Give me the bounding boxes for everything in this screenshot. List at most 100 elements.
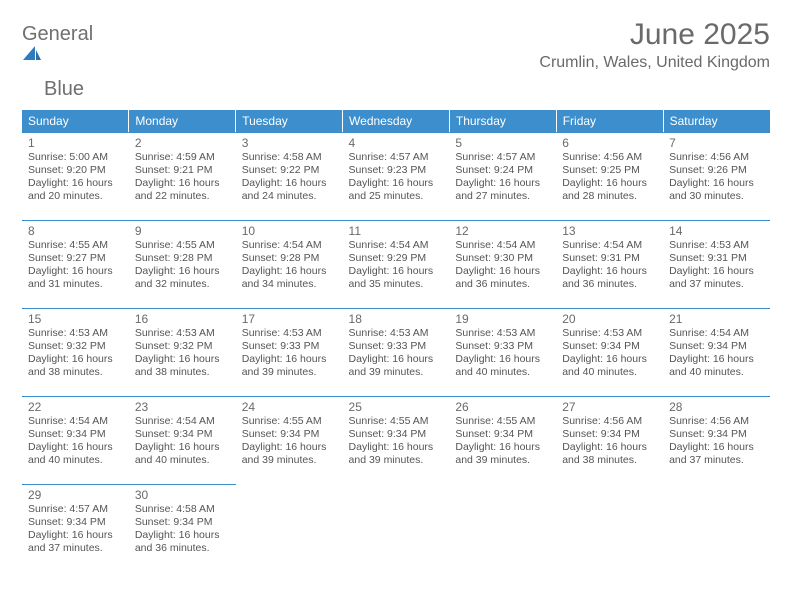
sunset-line: Sunset: 9:31 PM [562, 252, 657, 265]
day-cell: 1Sunrise: 5:00 AMSunset: 9:20 PMDaylight… [22, 132, 129, 220]
title-block: June 2025 Crumlin, Wales, United Kingdom [539, 18, 770, 72]
day-cell: 8Sunrise: 4:55 AMSunset: 9:27 PMDaylight… [22, 220, 129, 308]
sunset-line: Sunset: 9:25 PM [562, 164, 657, 177]
day-number: 10 [242, 224, 337, 238]
sunrise-line: Sunrise: 4:54 AM [28, 415, 123, 428]
day-number: 6 [562, 136, 657, 150]
daylight-line: Daylight: 16 hours and 40 minutes. [135, 441, 230, 467]
sunset-line: Sunset: 9:26 PM [669, 164, 764, 177]
weekday-header: Sunday [22, 110, 129, 132]
daylight-line: Daylight: 16 hours and 20 minutes. [28, 177, 123, 203]
sunrise-line: Sunrise: 4:54 AM [669, 327, 764, 340]
daylight-line: Daylight: 16 hours and 38 minutes. [135, 353, 230, 379]
month-title: June 2025 [539, 18, 770, 52]
daylight-line: Daylight: 16 hours and 39 minutes. [242, 353, 337, 379]
logo-word-general: General [22, 23, 93, 45]
daylight-line: Daylight: 16 hours and 27 minutes. [455, 177, 550, 203]
calendar-cell: 14Sunrise: 4:53 AMSunset: 9:31 PMDayligh… [663, 220, 770, 308]
sunrise-line: Sunrise: 4:57 AM [28, 503, 123, 516]
calendar-cell: 10Sunrise: 4:54 AMSunset: 9:28 PMDayligh… [236, 220, 343, 308]
day-number: 25 [349, 400, 444, 414]
sunrise-line: Sunrise: 4:56 AM [562, 151, 657, 164]
daylight-line: Daylight: 16 hours and 40 minutes. [455, 353, 550, 379]
day-cell: 24Sunrise: 4:55 AMSunset: 9:34 PMDayligh… [236, 396, 343, 484]
calendar-cell: 15Sunrise: 4:53 AMSunset: 9:32 PMDayligh… [22, 308, 129, 396]
sunrise-line: Sunrise: 4:53 AM [669, 239, 764, 252]
day-cell: 2Sunrise: 4:59 AMSunset: 9:21 PMDaylight… [129, 132, 236, 220]
day-cell: 7Sunrise: 4:56 AMSunset: 9:26 PMDaylight… [663, 132, 770, 220]
daylight-line: Daylight: 16 hours and 31 minutes. [28, 265, 123, 291]
day-number: 18 [349, 312, 444, 326]
day-cell: 15Sunrise: 4:53 AMSunset: 9:32 PMDayligh… [22, 308, 129, 396]
day-number: 4 [349, 136, 444, 150]
sunset-line: Sunset: 9:28 PM [135, 252, 230, 265]
day-cell: 9Sunrise: 4:55 AMSunset: 9:28 PMDaylight… [129, 220, 236, 308]
day-number: 20 [562, 312, 657, 326]
sunrise-line: Sunrise: 4:57 AM [455, 151, 550, 164]
calendar-cell: 30Sunrise: 4:58 AMSunset: 9:34 PMDayligh… [129, 484, 236, 572]
day-number: 21 [669, 312, 764, 326]
sunrise-line: Sunrise: 4:53 AM [242, 327, 337, 340]
day-number: 19 [455, 312, 550, 326]
daylight-line: Daylight: 16 hours and 37 minutes. [28, 529, 123, 555]
weekday-header-row: Sunday Monday Tuesday Wednesday Thursday… [22, 110, 770, 132]
day-cell: 6Sunrise: 4:56 AMSunset: 9:25 PMDaylight… [556, 132, 663, 220]
calendar-cell [236, 484, 343, 572]
calendar-cell: 1Sunrise: 5:00 AMSunset: 9:20 PMDaylight… [22, 132, 129, 220]
weekday-header: Thursday [449, 110, 556, 132]
daylight-line: Daylight: 16 hours and 39 minutes. [349, 353, 444, 379]
day-number: 1 [28, 136, 123, 150]
day-cell: 5Sunrise: 4:57 AMSunset: 9:24 PMDaylight… [449, 132, 556, 220]
day-number: 29 [28, 488, 123, 502]
calendar-cell: 2Sunrise: 4:59 AMSunset: 9:21 PMDaylight… [129, 132, 236, 220]
day-cell: 23Sunrise: 4:54 AMSunset: 9:34 PMDayligh… [129, 396, 236, 484]
daylight-line: Daylight: 16 hours and 37 minutes. [669, 265, 764, 291]
daylight-line: Daylight: 16 hours and 35 minutes. [349, 265, 444, 291]
day-number: 17 [242, 312, 337, 326]
sunset-line: Sunset: 9:34 PM [562, 428, 657, 441]
daylight-line: Daylight: 16 hours and 38 minutes. [562, 441, 657, 467]
calendar-cell: 18Sunrise: 4:53 AMSunset: 9:33 PMDayligh… [343, 308, 450, 396]
weekday-header: Monday [129, 110, 236, 132]
day-cell: 27Sunrise: 4:56 AMSunset: 9:34 PMDayligh… [556, 396, 663, 484]
calendar-cell: 22Sunrise: 4:54 AMSunset: 9:34 PMDayligh… [22, 396, 129, 484]
day-number: 12 [455, 224, 550, 238]
daylight-line: Daylight: 16 hours and 40 minutes. [669, 353, 764, 379]
calendar-cell: 20Sunrise: 4:53 AMSunset: 9:34 PMDayligh… [556, 308, 663, 396]
daylight-line: Daylight: 16 hours and 38 minutes. [28, 353, 123, 379]
calendar-cell [556, 484, 663, 572]
daylight-line: Daylight: 16 hours and 36 minutes. [455, 265, 550, 291]
day-cell: 14Sunrise: 4:53 AMSunset: 9:31 PMDayligh… [663, 220, 770, 308]
sunrise-line: Sunrise: 4:57 AM [349, 151, 444, 164]
calendar-cell: 27Sunrise: 4:56 AMSunset: 9:34 PMDayligh… [556, 396, 663, 484]
calendar-cell: 9Sunrise: 4:55 AMSunset: 9:28 PMDaylight… [129, 220, 236, 308]
calendar-cell: 3Sunrise: 4:58 AMSunset: 9:22 PMDaylight… [236, 132, 343, 220]
day-cell: 16Sunrise: 4:53 AMSunset: 9:32 PMDayligh… [129, 308, 236, 396]
day-number: 15 [28, 312, 123, 326]
header: General Blue June 2025 Crumlin, Wales, U… [22, 18, 770, 100]
sunrise-line: Sunrise: 4:58 AM [135, 503, 230, 516]
day-cell: 4Sunrise: 4:57 AMSunset: 9:23 PMDaylight… [343, 132, 450, 220]
weekday-header: Wednesday [343, 110, 450, 132]
sunset-line: Sunset: 9:34 PM [669, 428, 764, 441]
day-cell: 25Sunrise: 4:55 AMSunset: 9:34 PMDayligh… [343, 396, 450, 484]
sunrise-line: Sunrise: 4:53 AM [349, 327, 444, 340]
sunrise-line: Sunrise: 4:56 AM [669, 415, 764, 428]
weekday-header: Tuesday [236, 110, 343, 132]
logo-word-blue: Blue [22, 78, 84, 100]
calendar-row: 8Sunrise: 4:55 AMSunset: 9:27 PMDaylight… [22, 220, 770, 308]
calendar-cell: 25Sunrise: 4:55 AMSunset: 9:34 PMDayligh… [343, 396, 450, 484]
day-number: 13 [562, 224, 657, 238]
sunset-line: Sunset: 9:33 PM [455, 340, 550, 353]
sunset-line: Sunset: 9:32 PM [28, 340, 123, 353]
day-number: 7 [669, 136, 764, 150]
calendar-row: 22Sunrise: 4:54 AMSunset: 9:34 PMDayligh… [22, 396, 770, 484]
daylight-line: Daylight: 16 hours and 40 minutes. [28, 441, 123, 467]
calendar-cell: 16Sunrise: 4:53 AMSunset: 9:32 PMDayligh… [129, 308, 236, 396]
day-number: 22 [28, 400, 123, 414]
sunrise-line: Sunrise: 4:59 AM [135, 151, 230, 164]
sunset-line: Sunset: 9:34 PM [669, 340, 764, 353]
day-number: 27 [562, 400, 657, 414]
day-number: 26 [455, 400, 550, 414]
day-number: 5 [455, 136, 550, 150]
